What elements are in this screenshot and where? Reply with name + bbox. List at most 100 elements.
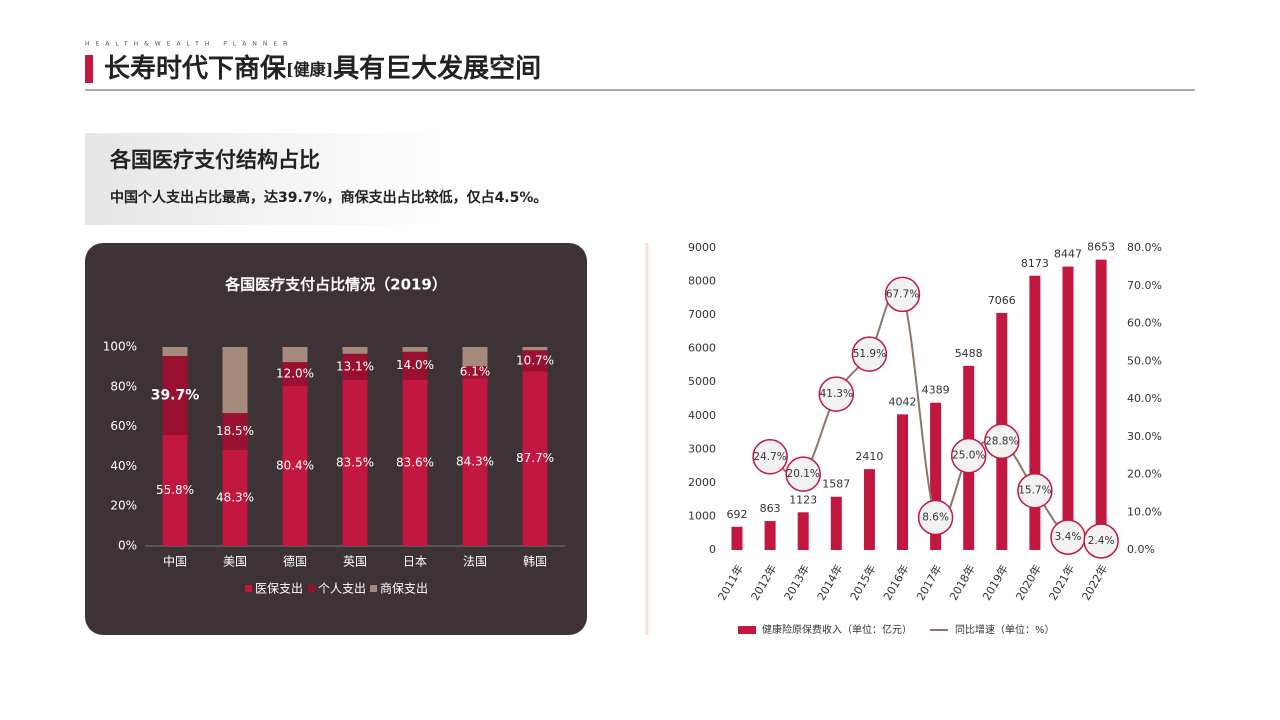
y-tick-label: 40% (110, 459, 137, 473)
y-tick-label: 3000 (688, 442, 716, 455)
y2-tick-label: 20.0% (1127, 468, 1162, 481)
bar-segment (282, 347, 308, 363)
label-bubble (1083, 523, 1119, 559)
data-label: 51.9% (853, 348, 886, 360)
label-bubble (785, 456, 821, 492)
data-label: 863 (760, 502, 781, 515)
data-label: 4042 (889, 395, 917, 408)
legend-label: 商保支出 (380, 581, 428, 596)
legend-label: 医保支出 (255, 582, 303, 596)
y2-tick-label: 50.0% (1127, 354, 1162, 367)
bar-segment (342, 353, 368, 380)
x-tick-label: 2019年 (979, 562, 1011, 603)
bar-segment (522, 347, 548, 351)
bar-segment (162, 434, 188, 546)
x-tick-label: 2014年 (814, 562, 846, 603)
bar-segment (222, 347, 248, 414)
bar-segment (462, 378, 488, 546)
y-tick-label: 5000 (688, 375, 716, 388)
title-end: 具有巨大发展空间 (333, 53, 541, 84)
title-main: 长寿时代下商保 (104, 53, 287, 84)
y-tick-label: 0 (709, 543, 716, 556)
x-tick-label: 2020年 (1012, 562, 1044, 603)
data-label: 83.6% (396, 455, 434, 469)
legend-label: 个人支出 (318, 582, 366, 596)
x-tick-label: 2022年 (1079, 562, 1111, 603)
data-label: 8653 (1087, 241, 1115, 254)
label-bubble (984, 423, 1020, 460)
bar-segment (342, 379, 368, 546)
label-bubble (1017, 472, 1053, 509)
data-label: 28.8% (985, 435, 1018, 447)
bar (897, 414, 908, 550)
x-tick-label: 法国 (463, 555, 487, 569)
y2-tick-label: 0.0% (1127, 543, 1155, 556)
x-tick-label: 英国 (343, 555, 367, 569)
y2-tick-label: 40.0% (1127, 392, 1162, 405)
bar-segment (342, 347, 368, 354)
bar-segment (522, 350, 548, 372)
data-label: 8.6% (922, 512, 949, 524)
y-tick-label: 6000 (688, 342, 716, 355)
y-tick-label: 8000 (688, 275, 716, 288)
x-tick-label: 2015年 (847, 562, 879, 603)
legend-swatch (308, 585, 315, 592)
label-bubble (950, 437, 987, 474)
data-label: 13.1% (336, 359, 374, 373)
page-title: 长寿时代下商保[健康]具有巨大发展空间 (104, 53, 541, 84)
title-bracket: [健康] (286, 60, 333, 79)
data-label: 3.4% (1055, 531, 1082, 543)
x-tick-label: 中国 (163, 554, 187, 569)
data-label: 1123 (789, 493, 817, 506)
legend-swatch (738, 626, 756, 634)
legend-label: 同比增速（单位：%） (955, 623, 1055, 636)
x-tick-label: 2017年 (913, 562, 945, 603)
y-tick-label: 20% (110, 499, 137, 513)
y2-tick-label: 80.0% (1127, 241, 1162, 254)
chart-panel (85, 243, 587, 635)
bar-segment (402, 351, 428, 380)
data-label: 5488 (955, 347, 983, 360)
chart-title: 各国医疗支付占比情况（2019） (224, 276, 447, 294)
x-tick-label: 2012年 (748, 562, 780, 603)
x-tick-label: 美国 (223, 555, 247, 569)
x-tick-label: 2016年 (880, 562, 912, 603)
x-tick-label: 2011年 (715, 562, 747, 603)
y-tick-label: 100% (103, 340, 137, 354)
y-tick-label: 7000 (688, 308, 716, 321)
data-label: 39.7% (151, 387, 200, 403)
bar (930, 402, 942, 550)
tagline: HEALTH&WEALTH PLANNER (85, 41, 293, 48)
label-bubble (917, 499, 954, 536)
data-label: 67.7% (886, 288, 919, 300)
bar-segment (522, 371, 548, 546)
bar-segment (402, 347, 428, 352)
bar (1029, 275, 1041, 550)
bar-segment (162, 347, 188, 356)
bar (830, 496, 842, 550)
bar-segment (462, 347, 488, 367)
data-label: 12.0% (276, 367, 314, 381)
data-label: 84.3% (456, 455, 494, 469)
bar (797, 512, 809, 550)
data-label: 7066 (988, 294, 1016, 307)
data-label: 10.7% (516, 353, 554, 367)
data-label: 4389 (922, 384, 950, 397)
y2-tick-label: 70.0% (1127, 279, 1162, 292)
section-summary: 中国个人支出占比最高，达39.7%，商保支出占比较低，仅占4.5%。 (110, 189, 547, 206)
y2-tick-label: 30.0% (1127, 430, 1162, 443)
bar (1095, 259, 1107, 550)
section-heading: 各国医疗支付结构占比 (109, 148, 320, 172)
data-label: 14.0% (396, 358, 434, 372)
legend-swatch (245, 585, 252, 592)
y-tick-label: 9000 (688, 241, 716, 254)
bar-segment (282, 386, 308, 546)
data-label: 20.1% (787, 468, 820, 480)
legend-swatch (370, 585, 377, 592)
bar-segment (402, 379, 428, 546)
data-label: 41.3% (820, 388, 853, 400)
legend-label: 健康险原保费收入（单位：亿元） (762, 623, 912, 636)
bar (863, 469, 875, 550)
